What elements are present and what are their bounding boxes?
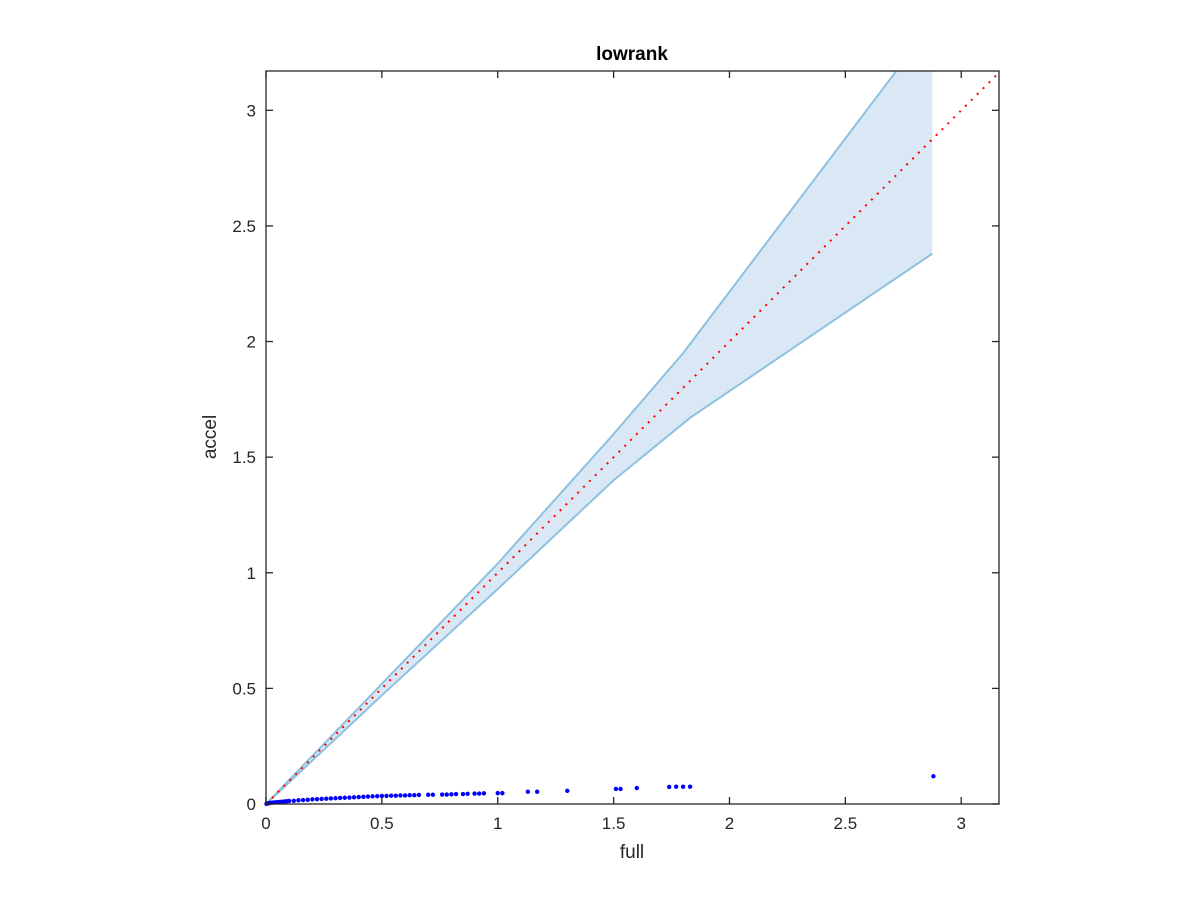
data-point: [634, 785, 639, 791]
data-point: [565, 788, 570, 794]
data-point: [534, 789, 540, 794]
data-point: [319, 796, 324, 802]
data-point: [337, 795, 343, 801]
data-point: [300, 797, 306, 803]
data-point: [613, 786, 619, 792]
data-point: [356, 794, 361, 800]
data-point: [453, 791, 459, 797]
y-tick-label: 1.5: [232, 448, 256, 467]
data-point: [393, 793, 398, 798]
data-point: [477, 791, 482, 796]
x-tick-label: 0: [261, 814, 270, 833]
data-point: [347, 795, 352, 800]
x-tick-label: 0.5: [370, 814, 394, 833]
reference-line-group: [266, 71, 999, 804]
data-point: [379, 793, 385, 799]
data-point: [370, 794, 375, 799]
data-point: [500, 790, 505, 796]
data-point: [449, 792, 454, 797]
band-lower-edge: [266, 252, 933, 804]
data-point: [305, 797, 310, 803]
data-point: [525, 789, 531, 794]
data-point: [351, 795, 357, 800]
data-point: [388, 793, 394, 798]
data-point: [416, 792, 422, 798]
data-point: [286, 798, 292, 804]
data-point: [333, 796, 338, 801]
data-point: [412, 793, 417, 798]
data-point: [407, 793, 412, 798]
data-point: [430, 792, 436, 797]
data-point: [687, 784, 693, 789]
y-tick-label: 0: [247, 795, 256, 814]
data-point: [402, 793, 408, 798]
data-point: [426, 792, 431, 797]
x-axis-label: full: [620, 842, 644, 863]
data-point: [444, 792, 449, 797]
chart-title: lowrank: [596, 44, 668, 65]
y-tick-label: 2.5: [232, 217, 256, 236]
x-tick-label: 1: [493, 814, 502, 833]
y-tick-label: 3: [247, 101, 256, 120]
scatter-points: [264, 774, 936, 806]
data-point: [439, 792, 445, 797]
data-point: [680, 784, 686, 789]
data-point: [375, 793, 380, 799]
data-point: [673, 784, 679, 789]
x-tick-label: 3: [956, 814, 965, 833]
data-point: [328, 796, 334, 801]
x-tick-label: 2: [725, 814, 734, 833]
data-point: [342, 795, 347, 800]
axes-box: [265, 70, 1000, 805]
data-point: [384, 793, 389, 799]
data-point: [465, 791, 470, 797]
data-point: [618, 786, 623, 792]
data-point: [310, 797, 315, 802]
x-tick-label: 1.5: [602, 814, 626, 833]
ticks: 0 0.5 1 1.5 2 2.5 3 0 0.5 1 1.5 2 2.5 3: [232, 71, 999, 833]
reference-line: [266, 71, 999, 804]
y-tick-label: 2: [247, 333, 256, 352]
data-point: [472, 791, 477, 796]
data-point: [460, 791, 466, 797]
data-point: [931, 774, 936, 779]
data-point: [495, 790, 500, 796]
data-point: [365, 794, 371, 799]
data-point: [324, 796, 329, 801]
y-axis-label: accel: [200, 415, 221, 459]
band-fill: [266, 71, 933, 804]
x-tick-label: 2.5: [834, 814, 858, 833]
data-point: [398, 793, 403, 798]
data-point: [296, 798, 301, 803]
data-point: [481, 791, 487, 796]
data-point: [291, 798, 297, 803]
data-point: [667, 784, 672, 790]
data-point: [314, 796, 320, 802]
y-tick-label: 0.5: [232, 679, 256, 698]
band-upper-edge: [266, 71, 898, 804]
data-point: [361, 794, 366, 800]
y-tick-label: 1: [247, 564, 256, 583]
confidence-band: [266, 71, 933, 804]
